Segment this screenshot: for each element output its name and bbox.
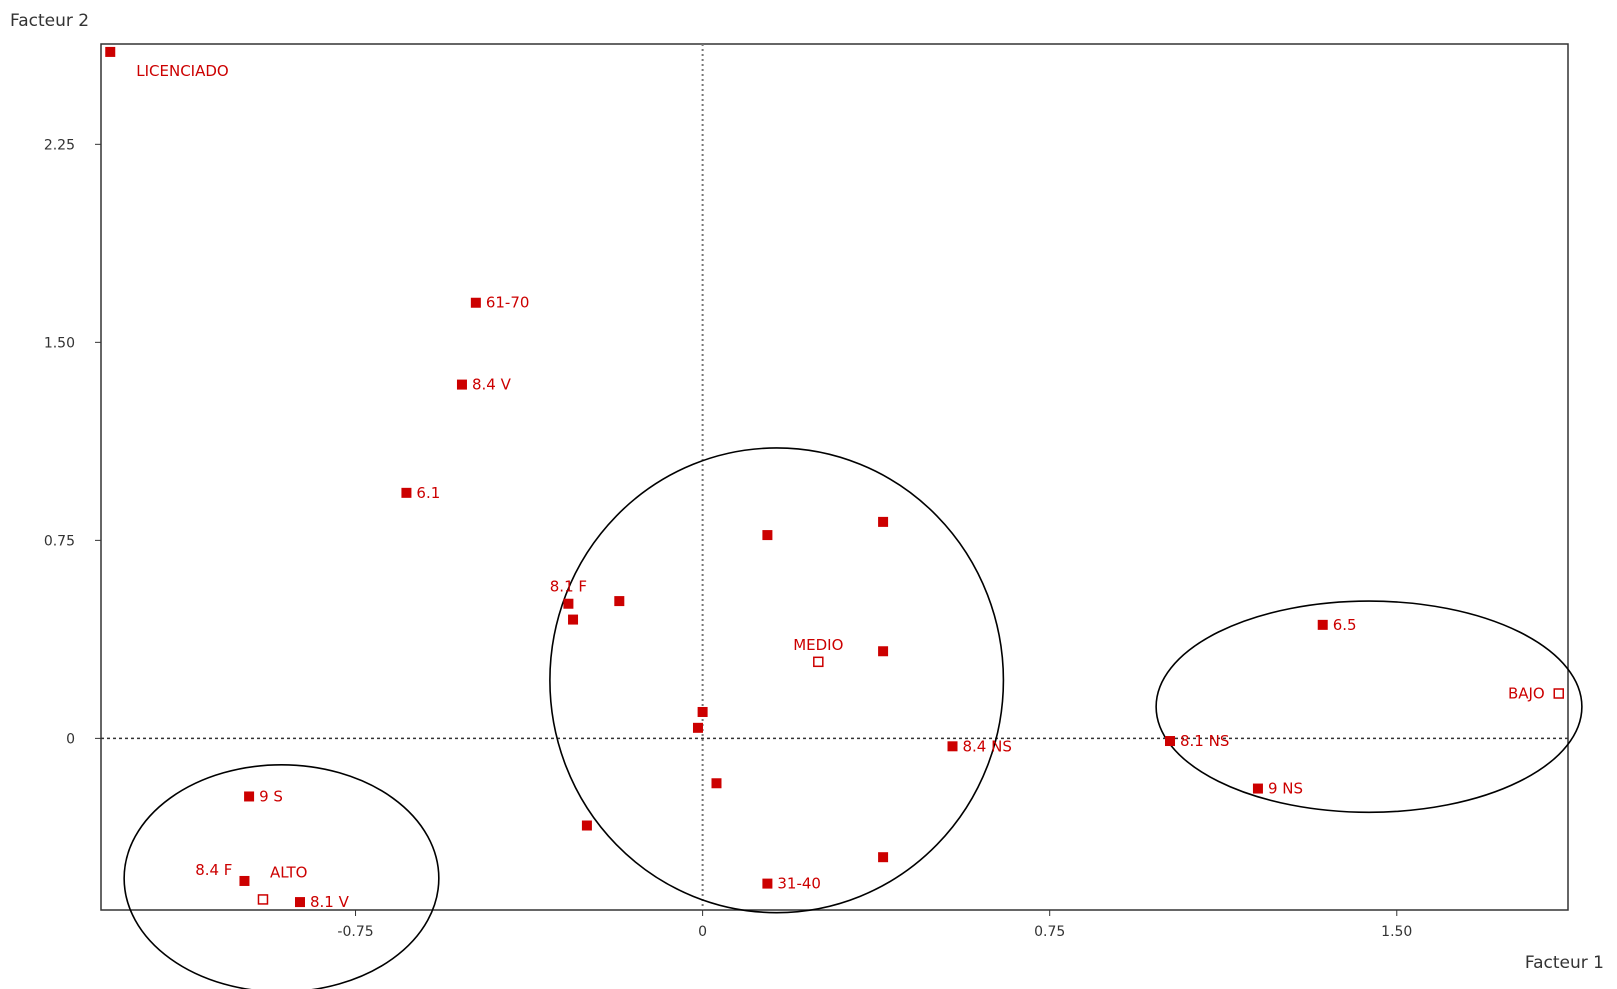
- point-marker: [470, 297, 481, 308]
- point-label: BAJO: [1508, 685, 1545, 703]
- point-marker: [456, 379, 467, 390]
- point-marker-open: [813, 656, 824, 668]
- point-marker: [878, 852, 889, 863]
- point-marker: [1317, 619, 1328, 630]
- y-tick-label: 2.25: [44, 137, 75, 153]
- point-marker: [614, 596, 625, 607]
- plot-frame: [100, 43, 1569, 911]
- x-tick-label: 0: [698, 924, 707, 940]
- point-marker: [1252, 783, 1263, 794]
- point-marker-open: [257, 894, 269, 905]
- axis-ticks: -0.75 0 0.75 1.50 0 0.75 1.50 2.25: [44, 137, 1413, 940]
- x-tick-label: 1.50: [1381, 924, 1412, 940]
- reference-lines: [101, 44, 1568, 910]
- point-marker-open: [1553, 688, 1564, 699]
- point-label: 31-40: [777, 875, 821, 893]
- point-label: 8.1 F: [550, 578, 587, 596]
- y-axis-title: Facteur 2: [10, 11, 89, 31]
- point-label: 8.1 NS: [1180, 732, 1229, 750]
- y-tick-label: 0: [66, 731, 75, 747]
- point-marker: [1165, 736, 1176, 747]
- point-marker: [563, 598, 574, 609]
- point-marker: [244, 791, 255, 802]
- point-label: LICENCIADO: [136, 62, 228, 80]
- point-label: 8.4 NS: [963, 737, 1012, 755]
- point-label: 8.1 V: [310, 893, 350, 911]
- cluster-circles: [123, 447, 1583, 989]
- point-label: ALTO: [270, 863, 308, 881]
- x-tick-label: 0.75: [1034, 924, 1065, 940]
- point-marker: [581, 820, 592, 831]
- point-marker: [697, 706, 708, 717]
- point-marker: [878, 516, 889, 527]
- data-points: [105, 46, 1564, 908]
- point-label: MEDIO: [793, 636, 843, 654]
- point-labels: LICENCIADO 61-70 8.4 V 6.1 8.1 F MEDIO 31-40 8.…: [136, 62, 1544, 911]
- point-marker: [239, 875, 250, 886]
- point-marker: [401, 487, 412, 498]
- point-marker: [878, 646, 889, 657]
- x-axis-title: Facteur 1: [1525, 953, 1604, 973]
- point-marker: [105, 46, 116, 57]
- point-label: 6.1: [416, 484, 440, 502]
- y-tick-label: 1.50: [44, 335, 75, 351]
- point-marker: [762, 530, 773, 541]
- point-label: 8.4 F: [195, 861, 232, 879]
- point-label: 8.4 V: [472, 376, 512, 394]
- point-label: 9 NS: [1268, 780, 1303, 798]
- point-label: 61-70: [486, 294, 530, 312]
- point-label: 9 S: [259, 787, 283, 805]
- cluster-circle: [123, 764, 440, 989]
- point-marker: [692, 722, 703, 733]
- point-marker: [947, 741, 958, 752]
- point-marker: [568, 614, 579, 625]
- cluster-circle: [549, 447, 1005, 914]
- point-marker: [762, 878, 773, 889]
- cluster-circle: [1155, 600, 1583, 814]
- point-marker: [711, 778, 722, 789]
- x-tick-label: -0.75: [337, 924, 373, 940]
- y-tick-label: 0.75: [44, 533, 75, 549]
- point-label: 6.5: [1333, 616, 1357, 634]
- point-marker: [294, 897, 305, 908]
